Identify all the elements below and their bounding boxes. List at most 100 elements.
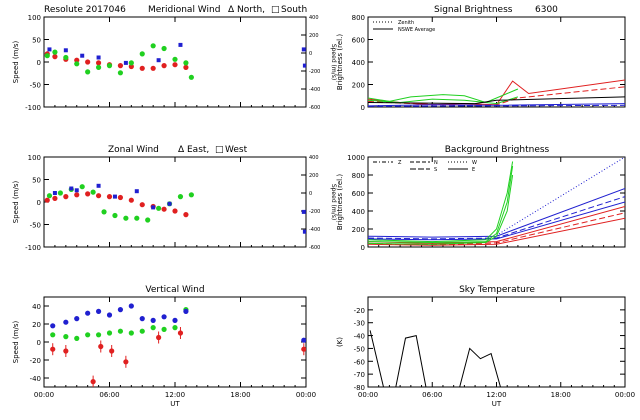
- zonal-ytick-label: -100: [25, 244, 41, 252]
- vertical-point-green: [161, 326, 167, 332]
- zonal-point-blue: [112, 194, 117, 199]
- meridional-point-green: [95, 64, 102, 70]
- zonal-point-green: [188, 192, 194, 198]
- meridional-point-blue: [123, 60, 128, 65]
- background-line-blue-3: [368, 201, 625, 241]
- signal-ytick-label: 400: [352, 59, 365, 67]
- vertical-point-green: [95, 332, 102, 338]
- meridional-point-blue: [178, 42, 183, 47]
- vertical-point-blue: [63, 319, 69, 325]
- background-panel: 0 200 400 600 800 1000 Brightness (rel.): [336, 154, 626, 252]
- signal-panel: 0 200 400 600 800 Brightness (rel.): [336, 14, 626, 112]
- vertical-point-blue: [161, 314, 167, 320]
- meridional-legend-b-symbol: □: [271, 5, 280, 15]
- zonal-point-red: [139, 202, 145, 208]
- sky-xtick-label: 06:00: [422, 391, 442, 399]
- zonal-point-red: [106, 194, 113, 200]
- meridional-y-label: Speed (m/s): [12, 41, 20, 84]
- zonal-y2tick-label: 200: [309, 173, 319, 179]
- zonal-point-blue: [151, 205, 156, 210]
- vertical-point-green: [106, 330, 113, 336]
- meridional-marks: [44, 42, 306, 80]
- zonal-point-red: [117, 194, 124, 201]
- meridional-point-blue: [301, 47, 306, 52]
- zonal-point-red: [85, 191, 91, 197]
- vertical-title: Vertical Wind: [145, 285, 204, 295]
- zonal-point-green: [46, 193, 53, 199]
- sky-xtick-label: 00:00: [358, 391, 378, 399]
- meridional-point-green: [44, 53, 50, 59]
- sky-xtick-label: 00:00: [615, 391, 635, 399]
- meridional-point-red: [95, 60, 102, 66]
- zonal-y2tick-label: -200: [309, 209, 320, 215]
- bg-legend-w: W: [472, 160, 477, 166]
- signal-ytick-label: 0: [361, 104, 365, 112]
- zonal-point-red: [44, 197, 50, 203]
- signal-line-black: [368, 96, 625, 105]
- meridional-legend-b: South: [281, 5, 307, 15]
- meridional-point-green: [161, 45, 167, 52]
- vertical-ytick-label: -20: [30, 357, 41, 365]
- sky-ytick-label: -40: [354, 333, 365, 341]
- signal-marks: [368, 79, 625, 107]
- zonal-point-green: [101, 209, 107, 215]
- meridional-y2-label: Speed (m/s): [330, 44, 337, 80]
- meridional-legend-a: North,: [237, 5, 265, 15]
- zonal-legend-a-symbol: Δ: [178, 145, 185, 155]
- meridional-title: Meridional Wind: [148, 5, 220, 15]
- zonal-point-red: [63, 194, 69, 200]
- zonal-point-green: [156, 205, 162, 211]
- background-title: Background Brightness: [445, 145, 550, 155]
- vertical-xtick-label: 00:00: [34, 391, 54, 399]
- zonal-point-green: [123, 215, 129, 221]
- sky-title: Sky Temperature: [459, 285, 535, 295]
- background-y-label: Brightness (rel.): [336, 174, 344, 230]
- meridional-point-red: [150, 65, 156, 71]
- background-line-green-1: [368, 161, 514, 243]
- signal-line-blue-2: [368, 104, 625, 107]
- background-line-red-3: [368, 217, 625, 246]
- sky-ytick-label: -20: [354, 307, 365, 315]
- vertical-point-blue: [128, 303, 134, 309]
- meridional-point-red: [161, 63, 167, 69]
- vertical-point-blue: [85, 310, 91, 316]
- zonal-point-green: [112, 212, 118, 219]
- vertical-point-green: [50, 332, 56, 338]
- background-line-blue-2: [368, 196, 625, 240]
- sky-marks: [369, 330, 501, 387]
- meridional-point-green: [85, 69, 91, 75]
- meridional-point-green: [117, 70, 124, 76]
- zonal-legend-a: East,: [187, 145, 209, 155]
- sky-panel: -80 -70 -60 -50 -40 -30 -20 00:00 06:00 12:00 18:0…: [336, 296, 635, 408]
- meridional-point-green: [74, 61, 80, 67]
- meridional-point-blue: [96, 55, 101, 60]
- meridional-point-red: [128, 63, 134, 70]
- zonal-point-blue: [74, 188, 79, 193]
- meridional-legend-a-symbol: Δ: [228, 5, 235, 15]
- meridional-y2tick-label: -400: [309, 87, 320, 93]
- meridional-point-blue: [156, 58, 161, 63]
- vertical-y-label: Speed (m/s): [12, 321, 20, 364]
- meridional-point-red: [74, 57, 80, 63]
- signal-title-value: 6300: [535, 5, 558, 15]
- vertical-point-green: [128, 330, 134, 336]
- sky-x-label: UT: [492, 400, 502, 408]
- vertical-xtick-label: 06:00: [99, 391, 119, 399]
- background-line-green-3: [368, 174, 514, 245]
- zonal-ytick-label: 50: [32, 177, 41, 185]
- meridional-y2tick-label: -200: [309, 69, 320, 75]
- signal-line-green-2: [368, 96, 519, 105]
- background-ytick-label: 400: [352, 208, 365, 216]
- zonal-point-red: [183, 212, 189, 218]
- meridional-point-red: [139, 65, 145, 71]
- zonal-point-red: [95, 193, 102, 199]
- meridional-y2tick-label: 200: [309, 33, 319, 39]
- meridional-point-blue: [47, 47, 52, 52]
- vertical-marks: [50, 303, 306, 387]
- meridional-point-green: [183, 60, 189, 66]
- sky-ytick-label: -60: [354, 358, 365, 366]
- meridional-point-red: [172, 62, 178, 68]
- vertical-point-green: [74, 335, 80, 341]
- zonal-point-green: [79, 184, 85, 190]
- meridional-ytick-label: 100: [28, 14, 41, 22]
